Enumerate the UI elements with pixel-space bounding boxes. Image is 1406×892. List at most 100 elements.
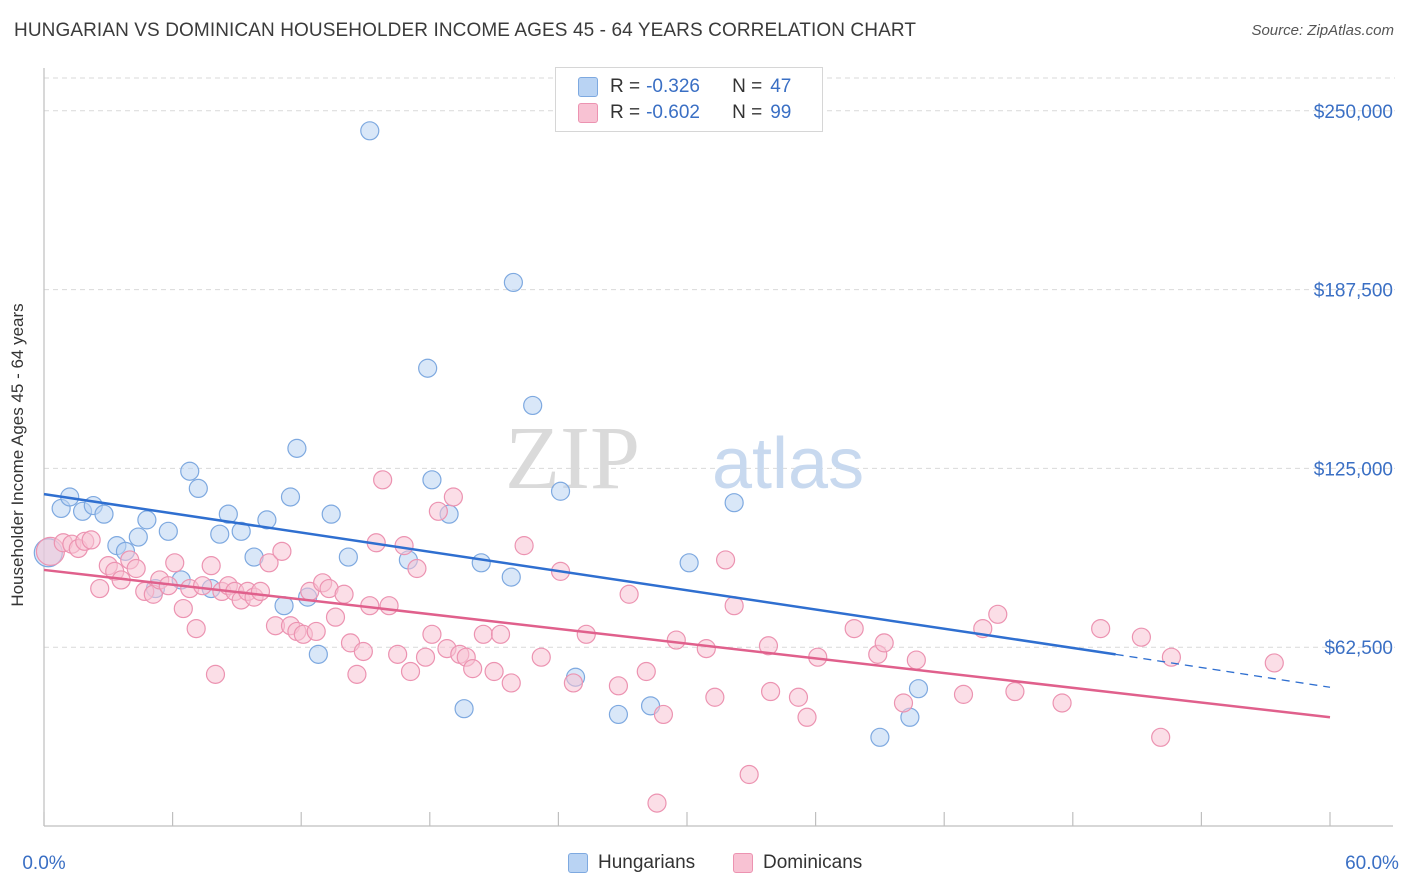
hungarian-point <box>608 704 629 725</box>
hungarian-point <box>679 553 699 573</box>
dominican-point <box>1151 727 1171 747</box>
dominican-point <box>334 584 354 604</box>
dominican-point <box>443 487 463 507</box>
dominican-point <box>250 581 271 602</box>
n-value: 47 <box>770 76 792 97</box>
source-credit: Source: ZipAtlas.com <box>1251 22 1394 39</box>
dominicans-swatch <box>578 103 598 123</box>
hungarian-point <box>454 699 474 719</box>
dominican-point <box>1264 653 1284 673</box>
hungarian-point <box>128 527 148 547</box>
dominican-point <box>126 558 146 579</box>
dominican-trend-line <box>43 568 1331 719</box>
dominican-point <box>379 596 399 616</box>
dominican-point <box>1161 647 1181 667</box>
dominican-point <box>407 558 427 579</box>
dominican-point <box>388 644 408 664</box>
dominican-point <box>394 536 414 556</box>
dominican-point <box>90 578 110 599</box>
n-label: N = <box>732 102 763 123</box>
hungarian-trend-line <box>43 492 1116 656</box>
hungarian-point <box>210 524 230 544</box>
dominican-point <box>347 664 367 684</box>
dominican-point <box>906 650 926 670</box>
hungarian-point <box>287 438 307 458</box>
hungarian-point <box>523 395 543 416</box>
hungarian-point <box>280 487 301 507</box>
dominican-point <box>988 604 1008 624</box>
r-value: -0.326 <box>646 76 700 97</box>
hungarian-point <box>870 727 890 747</box>
legend-row-dominicans: R = -0.602 N = 99 <box>578 101 791 125</box>
series-legend: Hungarians Dominicans <box>0 852 1406 878</box>
y-tick-label: $62,500 <box>1324 638 1393 659</box>
dominican-point <box>428 501 448 521</box>
dominican-point <box>490 624 511 644</box>
dominican-point <box>953 684 974 704</box>
trend-layer <box>43 492 1331 719</box>
hungarian-point <box>501 567 521 587</box>
hungarian-point <box>218 504 238 524</box>
legend-item-hungarians[interactable]: Hungarians <box>568 852 695 874</box>
hungarian-point <box>308 644 328 664</box>
dominican-point <box>758 636 779 656</box>
legend-label-hungarians: Hungarians <box>598 852 696 873</box>
hungarians-swatch <box>568 853 588 873</box>
dominican-point <box>415 647 436 667</box>
dominican-point <box>788 687 809 707</box>
dominican-point <box>193 576 213 596</box>
dominican-point <box>760 681 781 702</box>
hungarian-point <box>503 272 523 293</box>
x-tick-label-min: 0.0% <box>22 853 65 874</box>
chart-title: HUNGARIAN VS DOMINICAN HOUSEHOLDER INCOM… <box>14 20 917 41</box>
hungarian-point <box>180 461 200 481</box>
dominican-point <box>636 661 656 682</box>
r-label: R = <box>610 102 641 123</box>
dominican-point <box>272 541 292 561</box>
dominican-point <box>1131 627 1151 647</box>
dominican-point <box>165 553 185 573</box>
legend-row-hungarians: R = -0.326 N = 47 <box>578 75 791 99</box>
dominican-point <box>186 618 206 639</box>
dominican-point <box>893 693 914 713</box>
legend-item-dominicans[interactable]: Dominicans <box>733 852 862 874</box>
hungarian-point <box>231 521 251 541</box>
dominican-point <box>563 673 584 693</box>
dominican-point <box>484 661 504 682</box>
hungarian-point <box>137 510 157 530</box>
hungarian-point <box>158 521 178 541</box>
dominican-point <box>514 536 534 556</box>
dominican-point <box>705 687 725 707</box>
dominican-point <box>653 704 674 725</box>
dominican-point <box>373 470 393 490</box>
x-tick-label-max: 60.0% <box>1345 853 1399 874</box>
hungarian-trend-extension <box>1115 653 1331 688</box>
dominican-point <box>81 530 101 550</box>
y-tick-label: $187,500 <box>1314 281 1393 302</box>
dominican-point <box>739 764 759 785</box>
hungarian-point <box>550 481 571 501</box>
hungarian-point <box>94 504 114 524</box>
dominican-point <box>619 584 639 604</box>
dominican-point <box>353 641 373 662</box>
dominican-point <box>325 607 346 627</box>
points-layer <box>33 121 1284 813</box>
axis-layer <box>43 68 1393 827</box>
hungarians-swatch <box>578 77 598 97</box>
dominican-point <box>844 618 864 639</box>
dominican-point <box>173 598 193 619</box>
hungarian-point <box>418 358 438 378</box>
n-label: N = <box>732 76 763 97</box>
dominican-point <box>259 553 279 573</box>
dominican-point <box>205 664 226 684</box>
dominican-point <box>501 673 521 693</box>
dominican-point <box>608 676 629 696</box>
dominican-point <box>647 793 667 813</box>
dominican-point <box>400 661 421 682</box>
dominican-point <box>666 630 686 650</box>
tick-labels-layer: $62,500 $125,000 $187,500 $250,000 0.0% 60.0% <box>22 102 1399 874</box>
watermark-zip: ZIP <box>505 409 640 508</box>
hungarian-point <box>908 679 929 699</box>
r-value: -0.602 <box>646 102 700 123</box>
